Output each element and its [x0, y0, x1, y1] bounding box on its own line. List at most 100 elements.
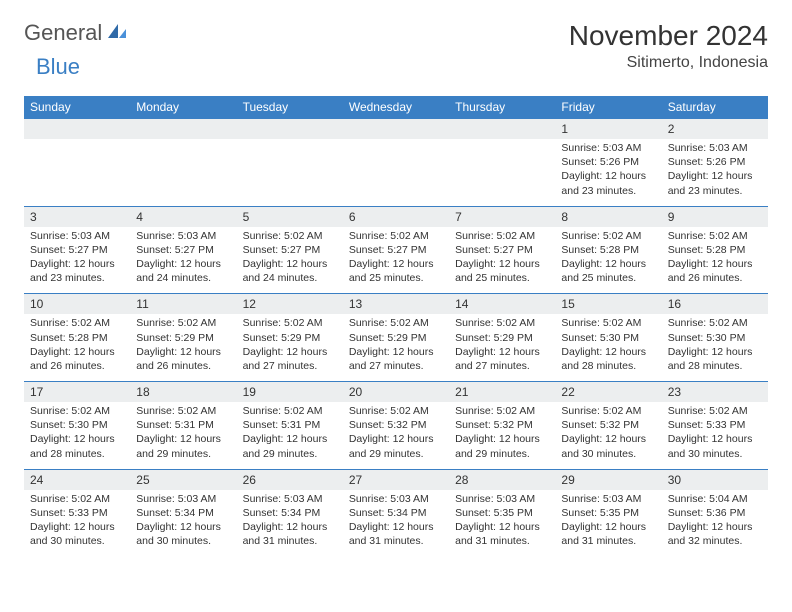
day-cell: Sunrise: 5:03 AMSunset: 5:26 PMDaylight:… [662, 139, 768, 206]
week-daynum-row: 17181920212223 [24, 382, 768, 403]
daylight-text: Daylight: 12 hours and 26 minutes. [668, 257, 762, 285]
day-number: 9 [662, 206, 768, 227]
sunrise-text: Sunrise: 5:03 AM [349, 492, 443, 506]
week-daynum-row: 12 [24, 119, 768, 140]
sunrise-text: Sunrise: 5:02 AM [561, 404, 655, 418]
sunset-text: Sunset: 5:29 PM [349, 331, 443, 345]
sunrise-text: Sunrise: 5:03 AM [136, 229, 230, 243]
day-cell [449, 139, 555, 206]
sunset-text: Sunset: 5:26 PM [561, 155, 655, 169]
day-number: 12 [237, 294, 343, 315]
day-header-row: Sunday Monday Tuesday Wednesday Thursday… [24, 96, 768, 119]
day-number: 18 [130, 382, 236, 403]
sunset-text: Sunset: 5:27 PM [243, 243, 337, 257]
logo-sail-icon [106, 22, 128, 45]
daylight-text: Daylight: 12 hours and 23 minutes. [30, 257, 124, 285]
dayname-mon: Monday [130, 96, 236, 119]
dayname-thu: Thursday [449, 96, 555, 119]
day-number: 2 [662, 119, 768, 140]
logo: General [24, 20, 130, 46]
day-number [130, 119, 236, 140]
day-number: 30 [662, 469, 768, 490]
day-number: 8 [555, 206, 661, 227]
location: Sitimerto, Indonesia [569, 54, 768, 72]
sunrise-text: Sunrise: 5:02 AM [136, 316, 230, 330]
daylight-text: Daylight: 12 hours and 31 minutes. [349, 520, 443, 548]
daylight-text: Daylight: 12 hours and 24 minutes. [243, 257, 337, 285]
sunrise-text: Sunrise: 5:02 AM [30, 492, 124, 506]
sunset-text: Sunset: 5:34 PM [243, 506, 337, 520]
sunrise-text: Sunrise: 5:02 AM [349, 404, 443, 418]
day-cell: Sunrise: 5:02 AMSunset: 5:30 PMDaylight:… [24, 402, 130, 469]
sunset-text: Sunset: 5:33 PM [668, 418, 762, 432]
day-number: 5 [237, 206, 343, 227]
day-cell [24, 139, 130, 206]
daylight-text: Daylight: 12 hours and 26 minutes. [136, 345, 230, 373]
day-cell [343, 139, 449, 206]
sunrise-text: Sunrise: 5:02 AM [668, 316, 762, 330]
week-content-row: Sunrise: 5:02 AMSunset: 5:30 PMDaylight:… [24, 402, 768, 469]
sunset-text: Sunset: 5:32 PM [455, 418, 549, 432]
day-cell: Sunrise: 5:03 AMSunset: 5:35 PMDaylight:… [449, 490, 555, 557]
sunset-text: Sunset: 5:35 PM [561, 506, 655, 520]
daylight-text: Daylight: 12 hours and 27 minutes. [349, 345, 443, 373]
day-cell: Sunrise: 5:02 AMSunset: 5:28 PMDaylight:… [24, 314, 130, 381]
sunset-text: Sunset: 5:27 PM [349, 243, 443, 257]
week-daynum-row: 3456789 [24, 206, 768, 227]
daylight-text: Daylight: 12 hours and 26 minutes. [30, 345, 124, 373]
sunset-text: Sunset: 5:29 PM [455, 331, 549, 345]
day-cell: Sunrise: 5:02 AMSunset: 5:29 PMDaylight:… [237, 314, 343, 381]
day-number: 19 [237, 382, 343, 403]
dayname-sun: Sunday [24, 96, 130, 119]
sunrise-text: Sunrise: 5:02 AM [561, 316, 655, 330]
daylight-text: Daylight: 12 hours and 31 minutes. [561, 520, 655, 548]
day-cell: Sunrise: 5:02 AMSunset: 5:28 PMDaylight:… [555, 227, 661, 294]
title-block: November 2024 Sitimerto, Indonesia [569, 20, 768, 72]
daylight-text: Daylight: 12 hours and 24 minutes. [136, 257, 230, 285]
daylight-text: Daylight: 12 hours and 28 minutes. [561, 345, 655, 373]
sunrise-text: Sunrise: 5:03 AM [561, 492, 655, 506]
day-number: 13 [343, 294, 449, 315]
daylight-text: Daylight: 12 hours and 29 minutes. [349, 432, 443, 460]
day-cell [237, 139, 343, 206]
sunset-text: Sunset: 5:28 PM [30, 331, 124, 345]
day-number: 16 [662, 294, 768, 315]
day-number: 4 [130, 206, 236, 227]
day-number: 21 [449, 382, 555, 403]
sunset-text: Sunset: 5:29 PM [243, 331, 337, 345]
week-content-row: Sunrise: 5:02 AMSunset: 5:28 PMDaylight:… [24, 314, 768, 381]
sunrise-text: Sunrise: 5:04 AM [668, 492, 762, 506]
day-cell: Sunrise: 5:02 AMSunset: 5:32 PMDaylight:… [449, 402, 555, 469]
day-cell: Sunrise: 5:02 AMSunset: 5:29 PMDaylight:… [449, 314, 555, 381]
daylight-text: Daylight: 12 hours and 30 minutes. [136, 520, 230, 548]
sunrise-text: Sunrise: 5:03 AM [243, 492, 337, 506]
sunset-text: Sunset: 5:36 PM [668, 506, 762, 520]
sunset-text: Sunset: 5:35 PM [455, 506, 549, 520]
day-number: 23 [662, 382, 768, 403]
day-number: 22 [555, 382, 661, 403]
sunrise-text: Sunrise: 5:02 AM [561, 229, 655, 243]
calendar-table: Sunday Monday Tuesday Wednesday Thursday… [24, 96, 768, 556]
sunset-text: Sunset: 5:27 PM [455, 243, 549, 257]
sunset-text: Sunset: 5:27 PM [30, 243, 124, 257]
day-cell: Sunrise: 5:02 AMSunset: 5:27 PMDaylight:… [237, 227, 343, 294]
day-cell: Sunrise: 5:03 AMSunset: 5:34 PMDaylight:… [130, 490, 236, 557]
dayname-fri: Friday [555, 96, 661, 119]
sunrise-text: Sunrise: 5:02 AM [136, 404, 230, 418]
sunset-text: Sunset: 5:28 PM [668, 243, 762, 257]
day-cell: Sunrise: 5:02 AMSunset: 5:27 PMDaylight:… [449, 227, 555, 294]
sunset-text: Sunset: 5:31 PM [136, 418, 230, 432]
day-cell: Sunrise: 5:02 AMSunset: 5:28 PMDaylight:… [662, 227, 768, 294]
week-daynum-row: 10111213141516 [24, 294, 768, 315]
daylight-text: Daylight: 12 hours and 29 minutes. [243, 432, 337, 460]
day-cell: Sunrise: 5:02 AMSunset: 5:32 PMDaylight:… [343, 402, 449, 469]
sunrise-text: Sunrise: 5:02 AM [30, 316, 124, 330]
sunrise-text: Sunrise: 5:02 AM [455, 229, 549, 243]
daylight-text: Daylight: 12 hours and 27 minutes. [243, 345, 337, 373]
day-cell: Sunrise: 5:03 AMSunset: 5:34 PMDaylight:… [237, 490, 343, 557]
dayname-tue: Tuesday [237, 96, 343, 119]
day-cell: Sunrise: 5:02 AMSunset: 5:30 PMDaylight:… [662, 314, 768, 381]
sunset-text: Sunset: 5:26 PM [668, 155, 762, 169]
logo-text-general: General [24, 20, 102, 46]
daylight-text: Daylight: 12 hours and 30 minutes. [668, 432, 762, 460]
